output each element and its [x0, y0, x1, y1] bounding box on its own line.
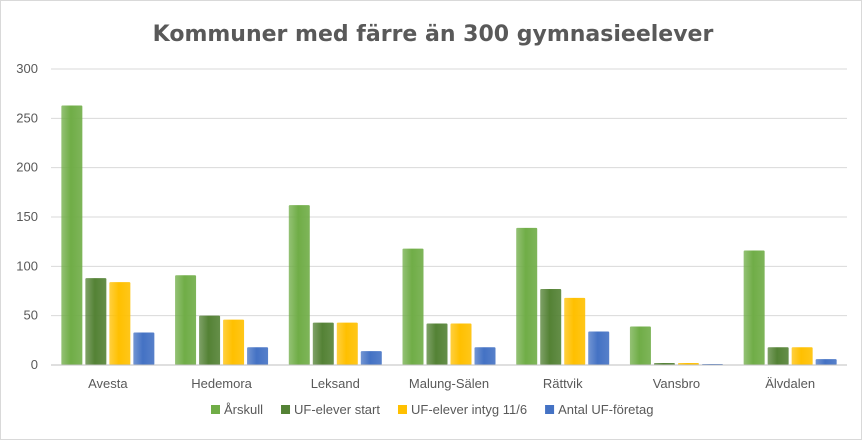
- y-tick-label: 200: [16, 160, 38, 175]
- bar-uf-elever-intyg-11-6-6: [791, 347, 813, 365]
- y-tick-label: 100: [16, 258, 38, 273]
- bar-uf-elever-start-3: [426, 323, 448, 365]
- bar--rskull-2: [288, 205, 310, 365]
- bar-uf-elever-start-1: [199, 315, 221, 365]
- legend-swatch: [545, 405, 555, 414]
- y-tick-label: 250: [16, 110, 38, 125]
- gridlines: [51, 68, 847, 317]
- bar--rskull-4: [516, 227, 538, 365]
- y-axis-ticks: 0 50 100 150 200 250 300: [16, 61, 38, 372]
- legend: Årskull UF-elever start UF-elever intyg 11…: [211, 402, 653, 417]
- legend-label: UF-elever start: [294, 402, 380, 417]
- x-category-label: Vansbro: [653, 376, 700, 391]
- bar--rskull-5: [629, 326, 651, 365]
- bar--rskull-0: [61, 105, 83, 366]
- x-category-label: Leksand: [311, 376, 360, 391]
- bar-antal-uf-f-retag-0: [133, 332, 155, 365]
- bar-uf-elever-intyg-11-6-4: [564, 297, 586, 365]
- bars: [61, 105, 837, 366]
- legend-swatch: [211, 405, 220, 414]
- bar-antal-uf-f-retag-6: [815, 359, 837, 365]
- bar-antal-uf-f-retag-3: [474, 347, 496, 365]
- bar-uf-elever-intyg-11-6-3: [450, 323, 472, 365]
- legend-label: UF-elever intyg 11/6: [411, 402, 527, 417]
- legend-swatch: [281, 405, 291, 414]
- bar--rskull-6: [743, 250, 765, 365]
- x-category-label: Hedemora: [191, 376, 252, 391]
- legend-label: Årskull: [224, 402, 263, 417]
- bar-antal-uf-f-retag-1: [247, 347, 269, 365]
- legend-swatch: [397, 405, 407, 414]
- bar-uf-elever-start-4: [540, 289, 562, 365]
- x-category-label: Älvdalen: [765, 376, 815, 391]
- chart-title: Kommuner med färre än 300 gymnasieelever: [153, 22, 714, 47]
- bar--rskull-1: [175, 275, 197, 365]
- bar-uf-elever-start-0: [85, 278, 107, 365]
- x-category-label: Rättvik: [543, 376, 583, 391]
- y-tick-label: 0: [31, 357, 38, 372]
- bar-antal-uf-f-retag-4: [588, 331, 610, 365]
- bar-uf-elever-intyg-11-6-0: [109, 282, 131, 365]
- bar-uf-elever-start-2: [312, 322, 334, 365]
- bar-uf-elever-intyg-11-6-2: [336, 322, 358, 365]
- bar-uf-elever-intyg-11-6-1: [223, 319, 245, 365]
- bar--rskull-3: [402, 248, 424, 365]
- bar-uf-elever-start-6: [767, 347, 789, 365]
- bar-antal-uf-f-retag-2: [360, 351, 382, 365]
- y-tick-label: 150: [16, 209, 38, 224]
- y-tick-label: 50: [24, 308, 38, 323]
- y-tick-label: 300: [16, 61, 38, 76]
- x-category-label: Malung-Sälen: [409, 376, 489, 391]
- x-axis-categories: Avesta Hedemora Leksand Malung-Sälen Rättvik…: [88, 376, 815, 391]
- x-category-label: Avesta: [88, 376, 128, 391]
- legend-label: Antal UF-företag: [558, 402, 653, 417]
